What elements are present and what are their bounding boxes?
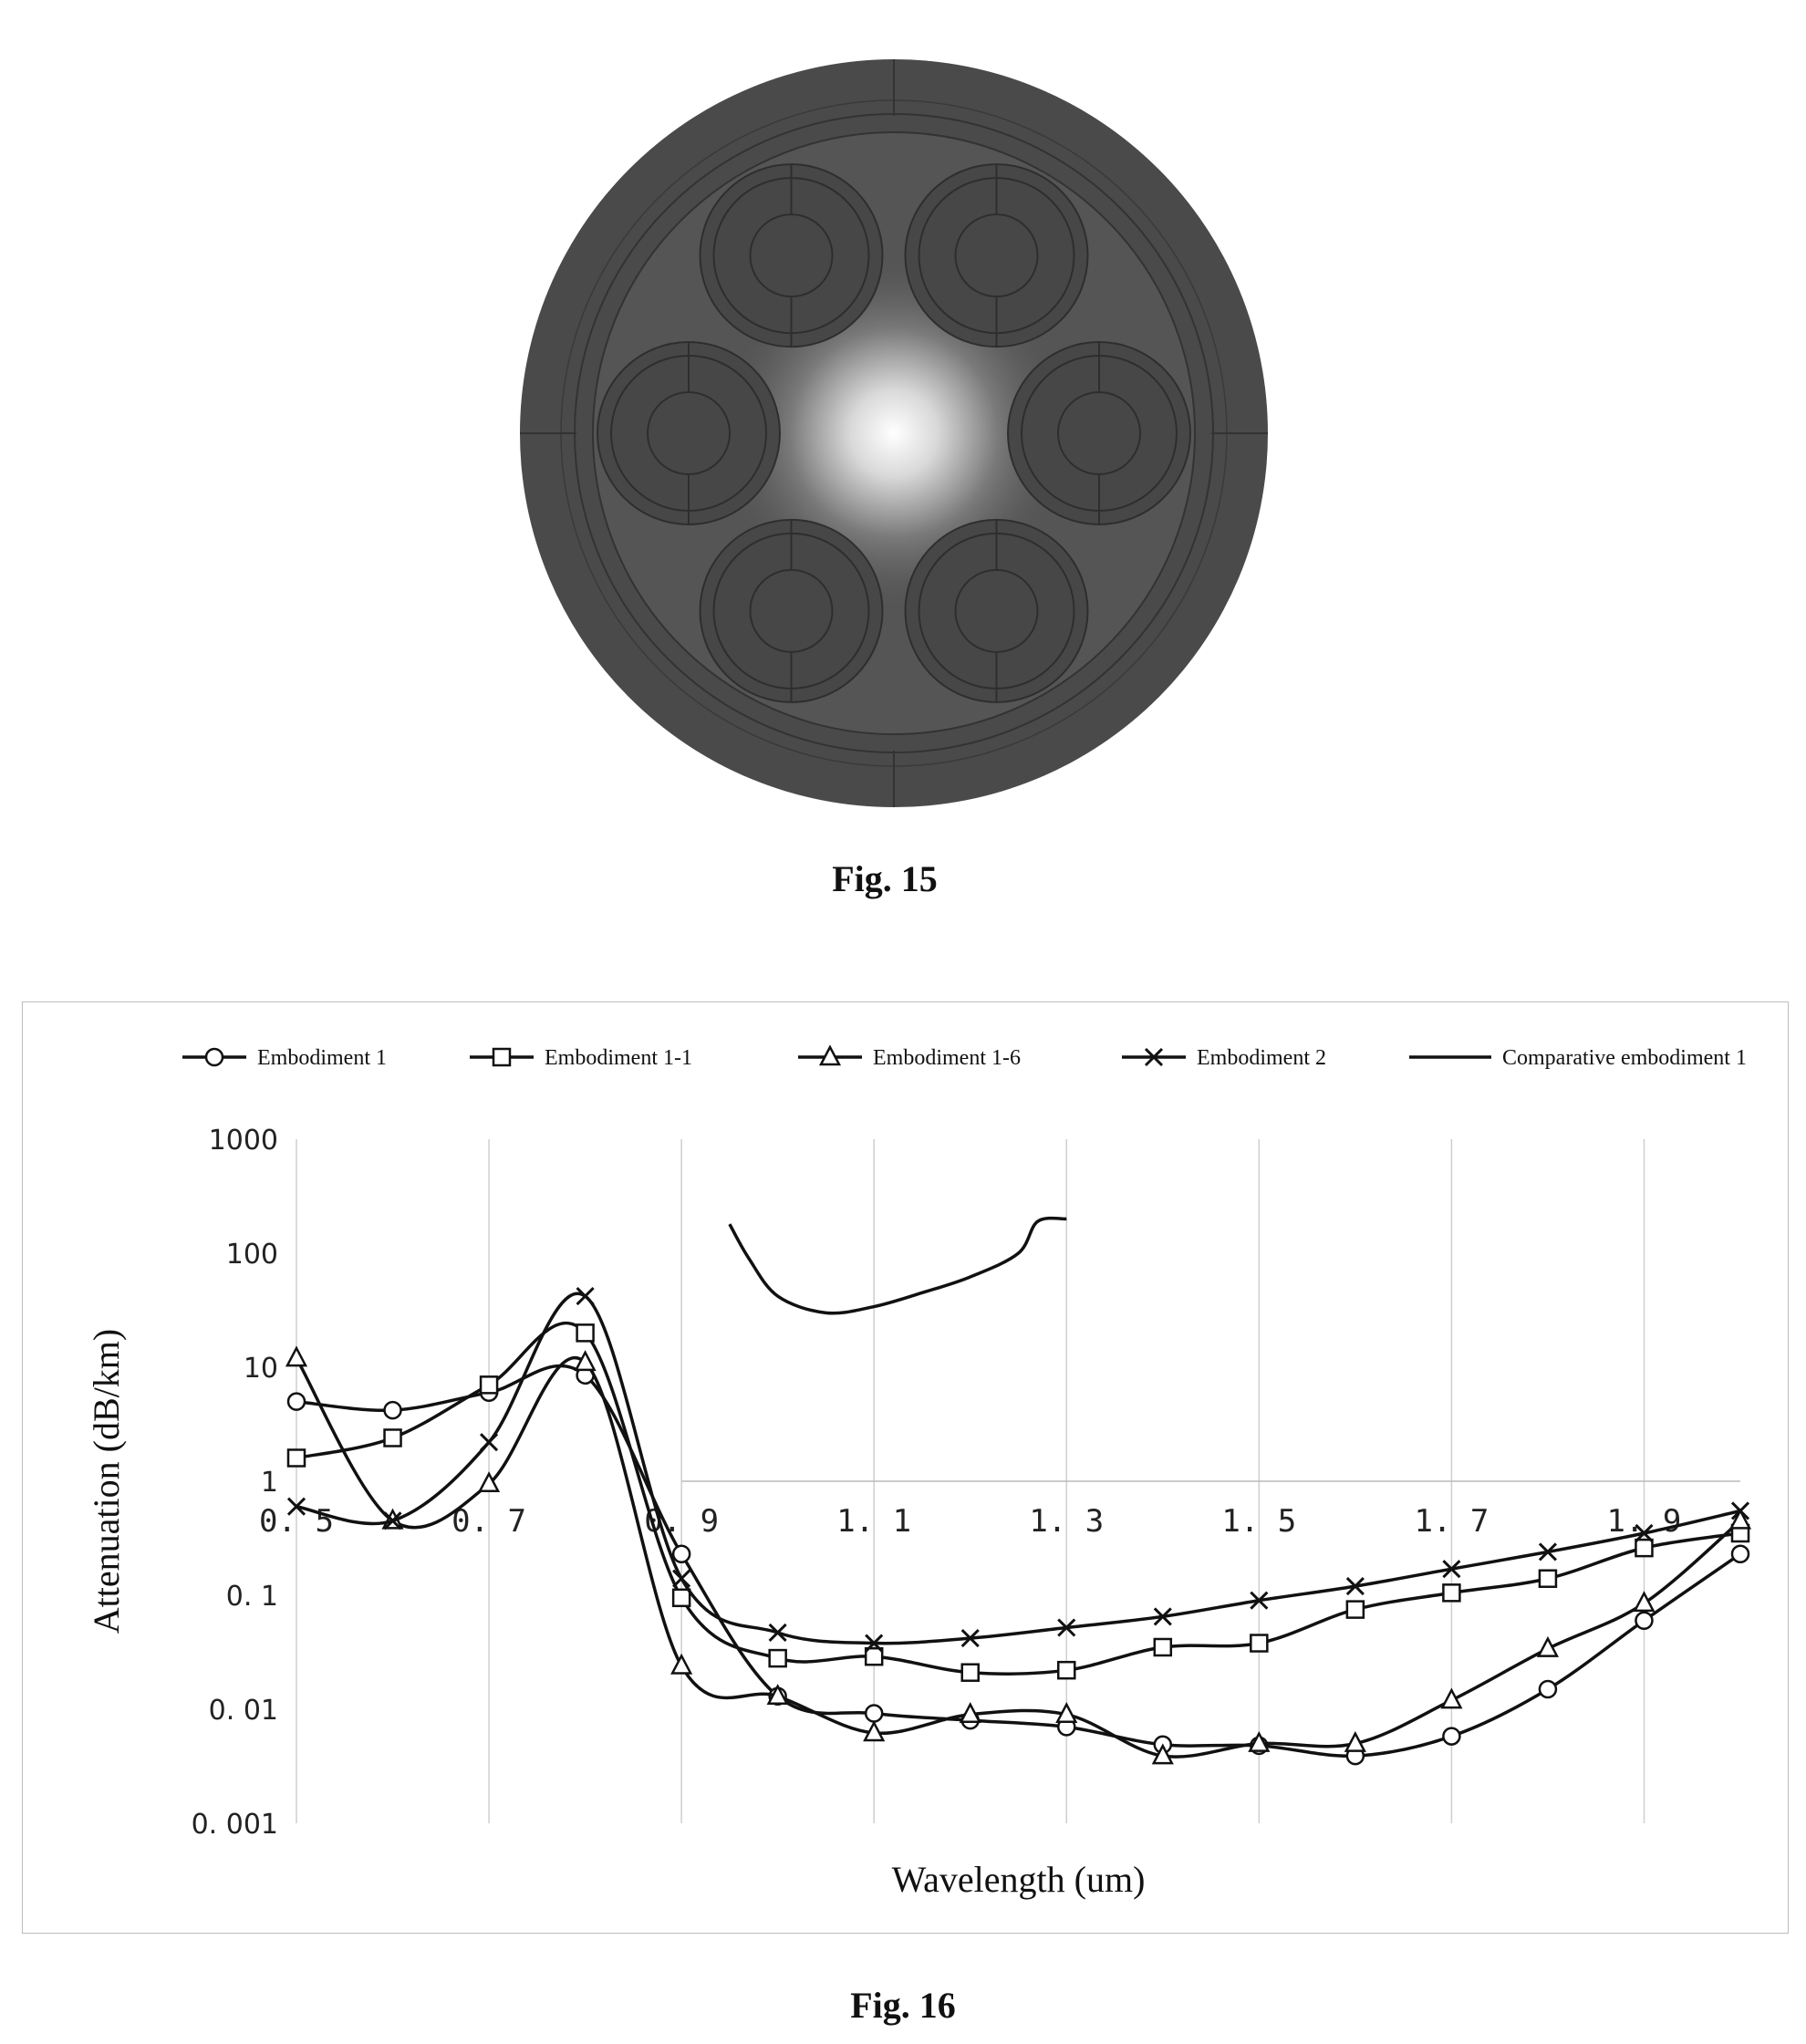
data-point-cross [1057,1618,1076,1637]
x-axis-title: Wavelength (um) [892,1859,1146,1900]
data-point-circle [204,1047,224,1067]
data-point-triangle [959,1702,981,1723]
data-point-cross [1345,1577,1365,1596]
data-point-cross [865,1634,884,1653]
y-tick-label: 100 [226,1239,278,1271]
data-point-triangle [1728,1508,1752,1530]
data-point-circle [1538,1679,1558,1699]
data-point-triangle [818,1044,842,1066]
data-point-square [492,1047,512,1067]
data-point-circle [383,1400,402,1420]
data-point-triangle [1151,1743,1174,1765]
data-point-circle [1635,1611,1654,1630]
legend-item: Embodiment 2 [1122,1046,1326,1070]
series-line [296,1292,1741,1645]
data-point-square [1250,1634,1269,1653]
data-point-triangle [1633,1591,1656,1613]
series-line [296,1321,1741,1676]
x-tick-label: 0. 7 [452,1503,526,1540]
data-point-square [479,1375,499,1395]
y-tick-label: 0. 001 [192,1809,278,1841]
legend-item: Comparative embodiment 1 [1409,1046,1747,1070]
data-point-square [286,1448,306,1468]
data-point-square [864,1646,884,1666]
y-axis-title: Attenuation (dB/km) [86,1329,127,1634]
data-point-square [671,1588,691,1608]
data-point-square [1538,1569,1558,1588]
data-point-square [576,1323,595,1343]
data-point-triangle [1248,1730,1271,1752]
series-line [295,1356,1742,1759]
attenuation-chart-frame: 1000 100 10 1 0. 1 0. 01 0. 001 0. 5 0. 7 0. 9 1. … [22,1001,1789,1934]
legend-label: Embodiment 2 [1197,1046,1326,1070]
data-point-cross [1144,1047,1164,1067]
data-point-cross [1442,1560,1461,1579]
data-point-square [1153,1637,1173,1657]
data-point-cross [960,1629,980,1648]
y-tick-label: 1000 [209,1125,278,1157]
figure-16-caption: Fig. 16 [850,1985,956,2026]
legend-label: Embodiment 1 [257,1046,387,1070]
data-point-triangle [285,1345,308,1367]
data-point-triangle [1536,1635,1560,1657]
data-point-triangle [1055,1702,1078,1723]
x-tick-label: 1. 3 [1029,1503,1104,1540]
data-point-square [1635,1538,1654,1558]
fiber-cross-section-image [520,59,1268,807]
series-line [728,1216,1067,1315]
data-point-circle [864,1704,884,1723]
data-point-triangle [863,1720,886,1742]
legend-label: Comparative embodiment 1 [1502,1046,1747,1070]
x-tick-label: 1. 5 [1221,1503,1296,1540]
data-point-cross [1538,1542,1557,1562]
data-point-cross [576,1287,595,1306]
data-point-triangle [477,1471,501,1493]
data-point-triangle [1344,1730,1366,1752]
series-embodiment-2 [286,1287,1750,1653]
series-line [296,1364,1741,1759]
legend-label: Embodiment 1-1 [545,1046,692,1070]
data-point-cross [1730,1501,1750,1520]
series-embodiment-1 [286,1364,1750,1766]
figure-15-caption: Fig. 15 [832,858,938,899]
data-point-square [1345,1600,1365,1619]
data-point-circle [671,1544,691,1564]
data-point-circle [1442,1727,1461,1746]
data-point-cross [1153,1607,1172,1626]
data-point-circle [1730,1544,1750,1564]
series-embodiment-1-1 [286,1321,1750,1682]
series-embodiment-1-6 [285,1345,1752,1765]
data-point-square [960,1663,980,1682]
legend-item: Embodiment 1-6 [798,1044,1021,1070]
data-point-triangle [670,1653,693,1675]
data-point-triangle [766,1684,789,1706]
series-comparative-embodiment-1 [728,1216,1067,1315]
data-point-square [1442,1583,1461,1603]
data-point-triangle [1440,1687,1463,1709]
data-point-cross [1635,1523,1654,1543]
data-point-square [383,1428,402,1447]
legend-item: Embodiment 1 [182,1046,387,1070]
data-point-square [1057,1660,1076,1680]
data-point-square [768,1648,787,1668]
data-point-cross [286,1497,306,1516]
data-point-cross [383,1511,402,1530]
data-point-circle [286,1392,306,1411]
data-point-cross [480,1433,499,1452]
legend-label: Embodiment 1-6 [873,1046,1021,1070]
x-tick-label: 1. 1 [836,1503,911,1540]
legend-item: Embodiment 1-1 [470,1046,692,1070]
y-tick-label: 0. 01 [209,1695,278,1727]
y-tick-label: 1 [261,1467,278,1499]
x-tick-label: 0. 5 [259,1503,334,1540]
data-point-triangle [574,1350,597,1372]
data-point-cross [768,1623,787,1643]
data-point-cross [1250,1591,1269,1610]
y-tick-label: 10 [244,1353,278,1385]
x-tick-label: 1. 7 [1414,1503,1489,1540]
data-point-cross [672,1569,691,1588]
y-tick-label: 0. 1 [226,1581,278,1613]
